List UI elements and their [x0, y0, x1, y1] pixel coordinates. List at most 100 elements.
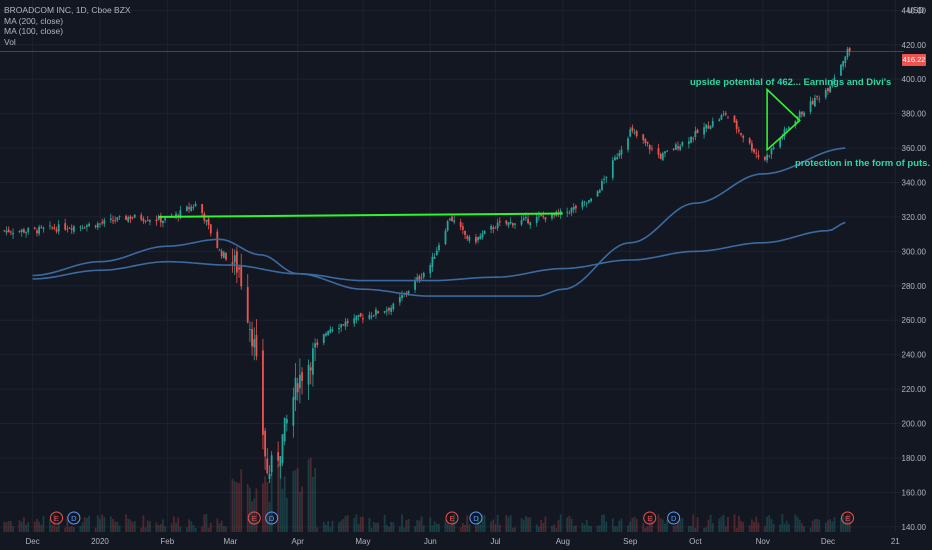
currency-label: USD	[907, 6, 924, 15]
volume-bar	[359, 516, 362, 532]
volume-bar	[392, 522, 395, 532]
volume-bar	[23, 517, 25, 532]
volume-bar	[340, 520, 343, 532]
time-axis[interactable]: Dec 2020 Feb Mar Apr May Jun Jul Aug Sep Oct Nov Dec…	[25, 537, 900, 546]
candle-body	[750, 143, 753, 151]
volume-bar	[690, 525, 692, 532]
candle-body	[481, 233, 484, 238]
volume-bar	[112, 518, 114, 532]
volume-bar	[127, 518, 130, 532]
volume-bar	[718, 518, 721, 532]
price-tick-label: 260.00	[902, 316, 927, 325]
candle-body	[498, 221, 501, 223]
price-tick-label: 380.00	[902, 110, 927, 119]
event-marker-label: D	[671, 514, 677, 523]
volume-bar	[329, 527, 332, 532]
upside-annotation[interactable]: upside potential of 462... Earnings and …	[690, 77, 892, 88]
candlesticks	[3, 46, 851, 483]
volume-bar	[687, 525, 690, 532]
candle-body	[757, 155, 760, 158]
volume-label[interactable]: Vol	[4, 36, 16, 47]
volume-bar	[696, 517, 699, 532]
price-axis[interactable]: 140.00 160.00 180.00 200.00 220.00 240.00 260.…	[902, 0, 932, 550]
candle-body	[724, 113, 727, 115]
candle-body	[844, 56, 847, 63]
candle-body	[192, 206, 195, 208]
candle-body	[246, 286, 249, 323]
volume-bar	[451, 521, 453, 532]
volume-bar	[540, 519, 542, 532]
candle-body	[842, 61, 845, 67]
volume-bar	[157, 525, 160, 532]
time-tick-label: Apr	[291, 537, 304, 546]
last-price-tag: 416.22	[902, 54, 926, 66]
volume-bar	[583, 524, 586, 532]
candle-body	[23, 229, 25, 233]
volume-bar	[800, 523, 803, 532]
volume-bar	[38, 521, 41, 532]
volume-bar	[68, 526, 71, 532]
candle-body	[538, 215, 540, 217]
candle-body	[140, 215, 143, 220]
volume-bar	[264, 476, 267, 532]
volume-bar	[403, 527, 406, 532]
volume-bar	[733, 514, 736, 532]
candle-body	[5, 230, 8, 233]
candle-body	[375, 309, 377, 315]
candle-body	[292, 397, 295, 426]
volume-bar	[468, 524, 471, 532]
candle-body	[468, 236, 471, 241]
volume-bars	[3, 457, 851, 532]
volume-bar	[559, 514, 562, 532]
candle-body	[40, 227, 43, 228]
volume-bar	[544, 516, 547, 532]
candle-body	[694, 130, 697, 137]
candle-body	[833, 77, 836, 84]
event-marker-label: D	[71, 514, 77, 523]
candle-body	[279, 456, 282, 467]
volume-bar	[648, 518, 651, 532]
candle-body	[507, 222, 510, 226]
candle-body	[696, 129, 699, 133]
candle-body	[620, 149, 623, 155]
symbol-title[interactable]: BROADCOM INC, 1D, Cboe BZX	[4, 5, 131, 15]
volume-bar	[448, 525, 451, 532]
ma200-label[interactable]: MA (200, close)	[4, 15, 64, 26]
candle-body	[635, 130, 638, 137]
volume-bar	[796, 517, 799, 532]
protection-annotation[interactable]: protection in the form of puts.	[795, 158, 931, 169]
candle-body	[522, 217, 525, 220]
candle-body	[322, 334, 325, 343]
candle-body	[514, 223, 516, 225]
candle-body	[307, 364, 310, 385]
candle-body	[814, 97, 816, 107]
volume-bar	[372, 521, 375, 532]
volume-bar	[20, 521, 23, 532]
earnings-marker	[247, 511, 261, 525]
ma100-label[interactable]: MA (100, close)	[4, 26, 64, 36]
candle-body	[133, 214, 136, 218]
drawings[interactable]	[0, 50, 904, 218]
volume-bar	[307, 459, 310, 532]
volume-bar	[209, 522, 212, 532]
candle-body	[598, 190, 601, 193]
volume-bar	[720, 516, 723, 532]
candle-body	[477, 237, 479, 241]
volume-bar	[740, 520, 742, 532]
candle-body	[811, 100, 814, 105]
volume-bar	[779, 524, 782, 532]
candle-body	[494, 227, 497, 229]
volume-bar	[679, 519, 682, 532]
volume-bar	[246, 484, 249, 532]
candle-body	[398, 297, 401, 303]
candle-body	[72, 226, 75, 232]
candle-body	[9, 231, 12, 233]
candle-body	[648, 145, 651, 150]
volume-bar	[803, 526, 805, 532]
volume-bar	[262, 483, 264, 532]
volume-bar	[362, 516, 364, 532]
volume-bar	[370, 527, 373, 532]
price-tick-label: 440.00	[902, 6, 927, 15]
